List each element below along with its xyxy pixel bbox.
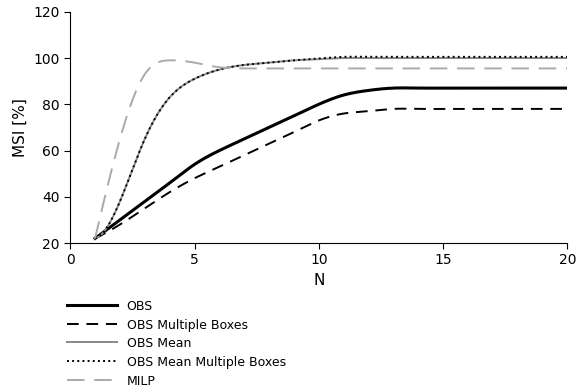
Y-axis label: MSI [%]: MSI [%] [13,98,28,157]
X-axis label: N: N [313,273,325,288]
Legend: OBS, OBS Multiple Boxes, OBS Mean, OBS Mean Multiple Boxes, MILP: OBS, OBS Multiple Boxes, OBS Mean, OBS M… [67,300,285,388]
